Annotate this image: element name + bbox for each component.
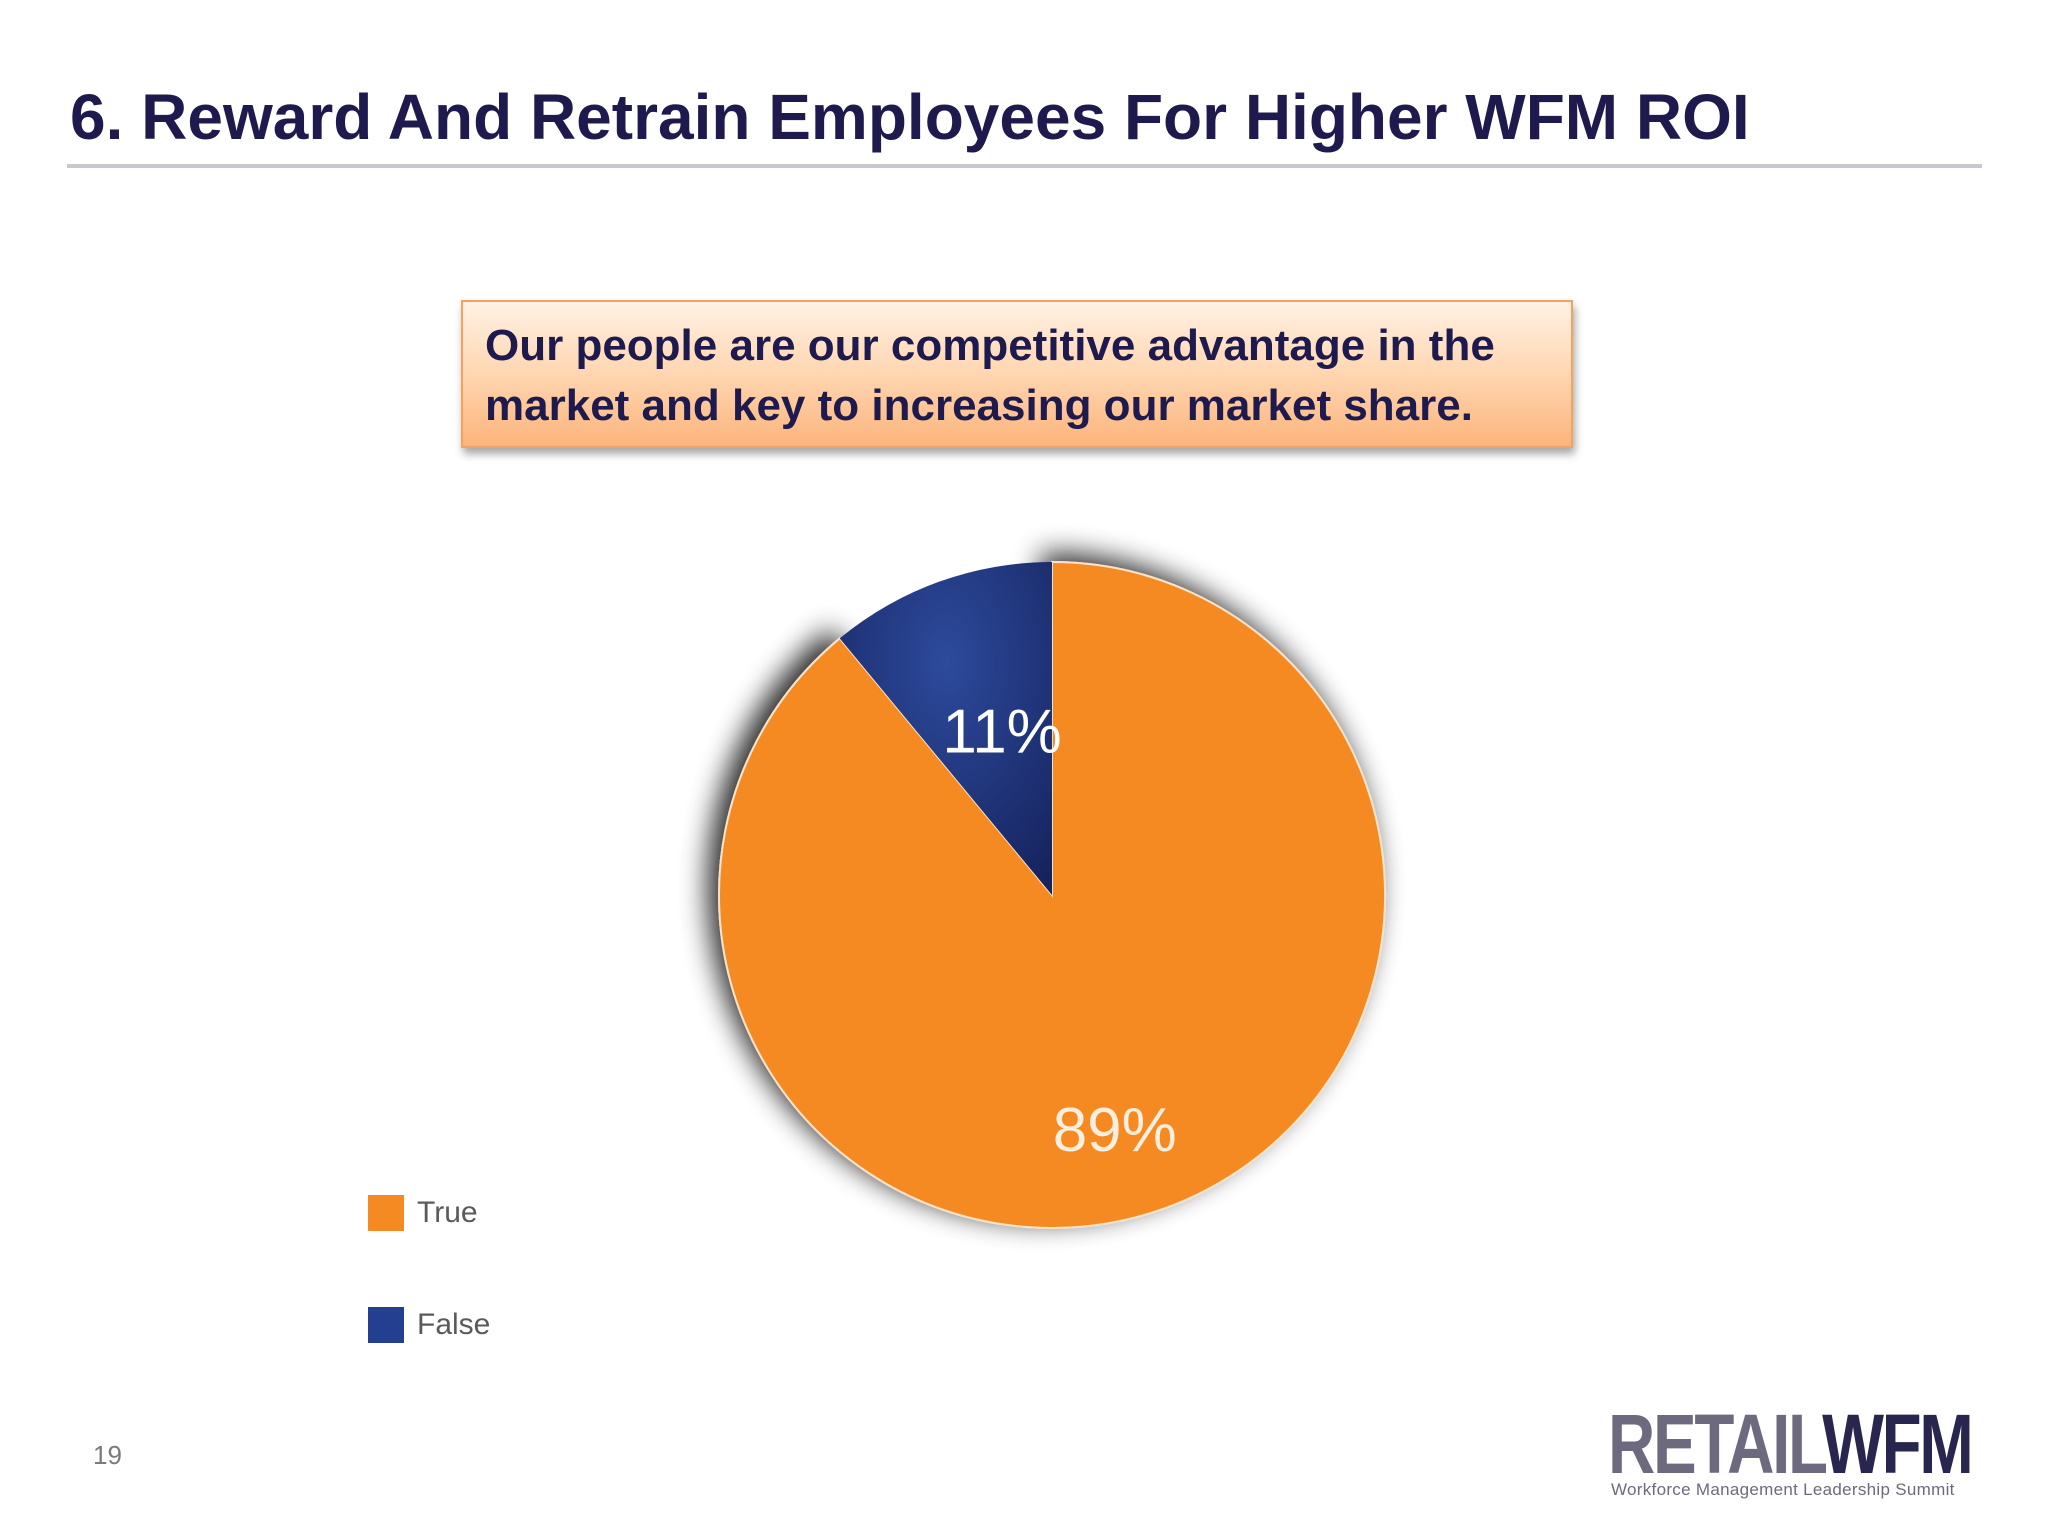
logo-retail-text: RETAIL — [1608, 1397, 1824, 1491]
callout-box: Our people are our competitive advantage… — [461, 300, 1573, 448]
legend-swatch-true — [368, 1195, 404, 1231]
logo-wordmark: RETAILWFM — [1608, 1402, 1974, 1486]
callout-line-1: Our people are our competitive advantage… — [485, 321, 1495, 370]
logo-tagline: Workforce Management Leadership Summit — [1611, 1480, 1955, 1499]
title-divider — [67, 164, 1982, 168]
slide-title: 6. Reward And Retrain Employees For High… — [70, 81, 1750, 153]
pie-slice-true — [718, 560, 1386, 1229]
legend-label-true: True — [417, 1196, 478, 1229]
logo-wfm-text: WFM — [1822, 1397, 1974, 1491]
legend-swatch-false — [368, 1307, 404, 1343]
page-number: 19 — [93, 1440, 122, 1470]
pie-label-false: 11% — [942, 698, 1062, 767]
callout-line-2: market and key to increasing our market … — [485, 381, 1473, 430]
pie-slice-false — [839, 562, 1052, 895]
legend-label-false: False — [417, 1308, 491, 1341]
pie-label-true: 89% — [1053, 1096, 1177, 1165]
pie-labels: 89% 11% — [942, 698, 1176, 1165]
retail-wfm-logo: RETAILWFM Workforce Management Leadershi… — [1608, 1402, 1983, 1499]
pie-slices — [718, 560, 1386, 1229]
